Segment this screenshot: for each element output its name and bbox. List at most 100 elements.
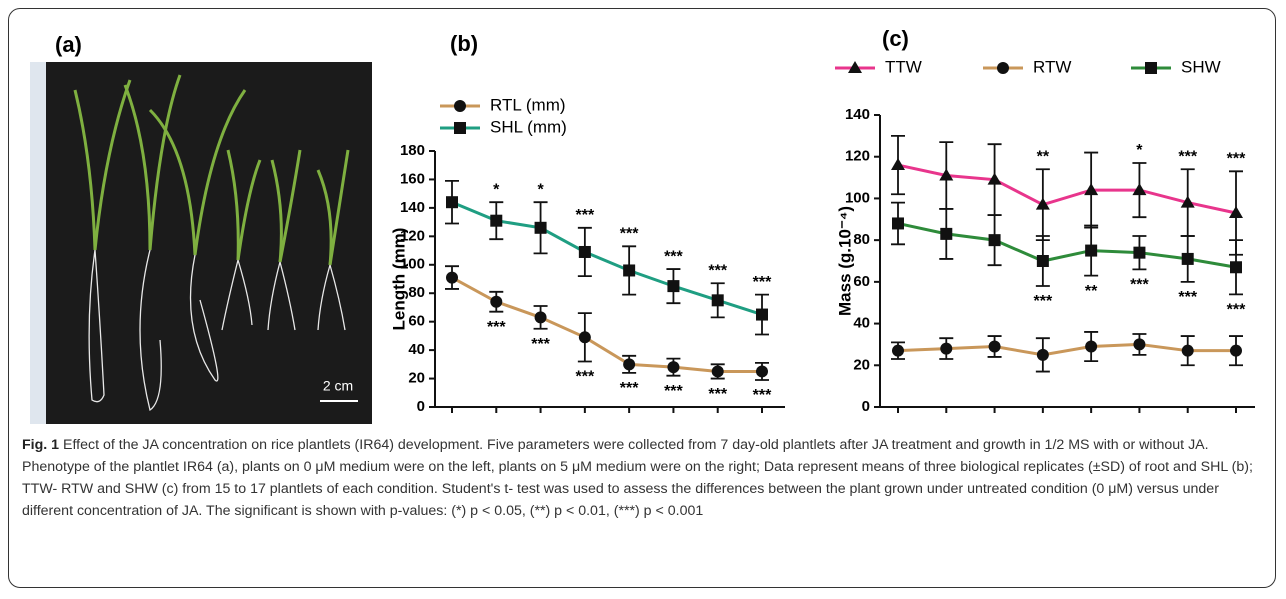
y-tick-label: 140 bbox=[400, 199, 425, 216]
marker bbox=[446, 271, 458, 284]
marker bbox=[1230, 261, 1242, 274]
significance-label: * bbox=[1136, 142, 1143, 159]
x-tick-label: 2.5 bbox=[1031, 426, 1055, 430]
y-tick-label: 180 bbox=[400, 142, 425, 159]
marker bbox=[848, 61, 862, 73]
marker bbox=[534, 221, 547, 234]
y-tick-label: 20 bbox=[408, 370, 425, 387]
legend-label: RTL (mm) bbox=[490, 95, 566, 114]
significance-label: *** bbox=[1130, 277, 1149, 294]
y-tick-label: 160 bbox=[400, 170, 425, 187]
caption-text: Effect of the JA concentration on rice p… bbox=[22, 437, 1253, 519]
significance-label: *** bbox=[576, 207, 595, 224]
significance-label: *** bbox=[487, 319, 506, 336]
significance-label: *** bbox=[531, 336, 550, 353]
panel-label: (c) bbox=[882, 26, 909, 51]
marker bbox=[711, 294, 724, 307]
significance-label: *** bbox=[708, 386, 727, 403]
significance-label: *** bbox=[1227, 302, 1246, 319]
significance-label: *** bbox=[664, 383, 683, 400]
marker bbox=[1085, 244, 1098, 257]
series-line bbox=[451, 276, 762, 373]
significance-label: *** bbox=[664, 248, 683, 265]
marker bbox=[892, 344, 904, 357]
marker bbox=[1036, 255, 1049, 267]
marker bbox=[1229, 206, 1243, 219]
significance-label: *** bbox=[1034, 293, 1053, 310]
significance-label: *** bbox=[753, 387, 772, 404]
legend-label: SHW bbox=[1181, 57, 1221, 76]
x-tick-label: 0.5 bbox=[934, 426, 958, 430]
marker bbox=[1230, 344, 1242, 357]
significance-label: *** bbox=[1178, 148, 1197, 165]
marker bbox=[578, 245, 591, 258]
marker bbox=[578, 331, 591, 344]
marker bbox=[1133, 246, 1146, 259]
x-tick-label: 7.5 bbox=[1128, 426, 1152, 430]
marker bbox=[534, 311, 547, 324]
marker bbox=[490, 214, 503, 227]
series-line bbox=[897, 342, 1236, 357]
marker bbox=[454, 122, 466, 134]
series-line bbox=[897, 163, 1237, 215]
scale-bar-label: 2 cm bbox=[323, 378, 353, 394]
x-tick-label: 1 bbox=[990, 426, 999, 430]
marker bbox=[1085, 340, 1098, 353]
marker bbox=[997, 62, 1009, 74]
marker bbox=[1035, 197, 1050, 210]
marker bbox=[940, 342, 953, 355]
marker bbox=[623, 264, 636, 277]
x-tick-label: 2.5 bbox=[573, 426, 597, 430]
x-tick-label: 12.5 bbox=[1219, 426, 1252, 430]
y-axis-title: Length (mm) bbox=[389, 228, 408, 331]
x-tick-label: 12.5 bbox=[745, 426, 778, 430]
marker bbox=[939, 168, 954, 181]
significance-label: *** bbox=[1178, 289, 1197, 306]
y-tick-label: 80 bbox=[408, 284, 425, 301]
y-tick-label: 80 bbox=[853, 231, 870, 248]
marker bbox=[940, 227, 953, 240]
significance-label: *** bbox=[753, 274, 772, 291]
marker bbox=[1036, 348, 1049, 361]
marker bbox=[446, 196, 458, 209]
marker bbox=[1145, 62, 1157, 74]
panel-label: (a) bbox=[55, 32, 82, 57]
marker bbox=[1181, 344, 1194, 357]
significance-label: * bbox=[493, 181, 500, 198]
y-tick-label: 100 bbox=[845, 189, 870, 206]
photo: 2 cm (a) bbox=[30, 32, 372, 424]
marker bbox=[987, 172, 1002, 185]
marker bbox=[1180, 195, 1195, 208]
caption-label: Fig. 1 bbox=[22, 437, 60, 453]
marker bbox=[892, 217, 904, 230]
y-tick-label: 100 bbox=[400, 256, 425, 273]
significance-label: *** bbox=[620, 226, 639, 243]
x-tick-label: 5 bbox=[624, 426, 633, 430]
series-line bbox=[451, 200, 763, 316]
y-tick-label: 0 bbox=[862, 398, 870, 415]
marker bbox=[891, 158, 905, 171]
marker bbox=[1132, 183, 1147, 196]
x-tick-label: 0.5 bbox=[484, 426, 508, 430]
legend-label: TTW bbox=[885, 57, 922, 76]
x-tick-label: 1 bbox=[536, 426, 545, 430]
y-tick-label: 20 bbox=[853, 356, 870, 373]
significance-label: *** bbox=[620, 380, 639, 397]
marker bbox=[667, 280, 680, 293]
significance-label: ** bbox=[1037, 148, 1050, 165]
significance-label: *** bbox=[576, 369, 595, 386]
x-tick-label: 0 bbox=[447, 426, 456, 430]
x-tick-label: 0 bbox=[893, 426, 902, 430]
legend-label: RTW bbox=[1033, 57, 1071, 76]
y-tick-label: 40 bbox=[853, 315, 870, 332]
marker bbox=[756, 365, 768, 378]
marker bbox=[623, 358, 636, 371]
y-tick-label: 120 bbox=[400, 227, 425, 244]
significance-label: * bbox=[537, 181, 544, 198]
y-tick-label: 120 bbox=[845, 148, 870, 165]
marker bbox=[1084, 183, 1099, 196]
significance-label: *** bbox=[708, 262, 727, 279]
marker bbox=[667, 361, 680, 374]
marker bbox=[490, 295, 503, 308]
